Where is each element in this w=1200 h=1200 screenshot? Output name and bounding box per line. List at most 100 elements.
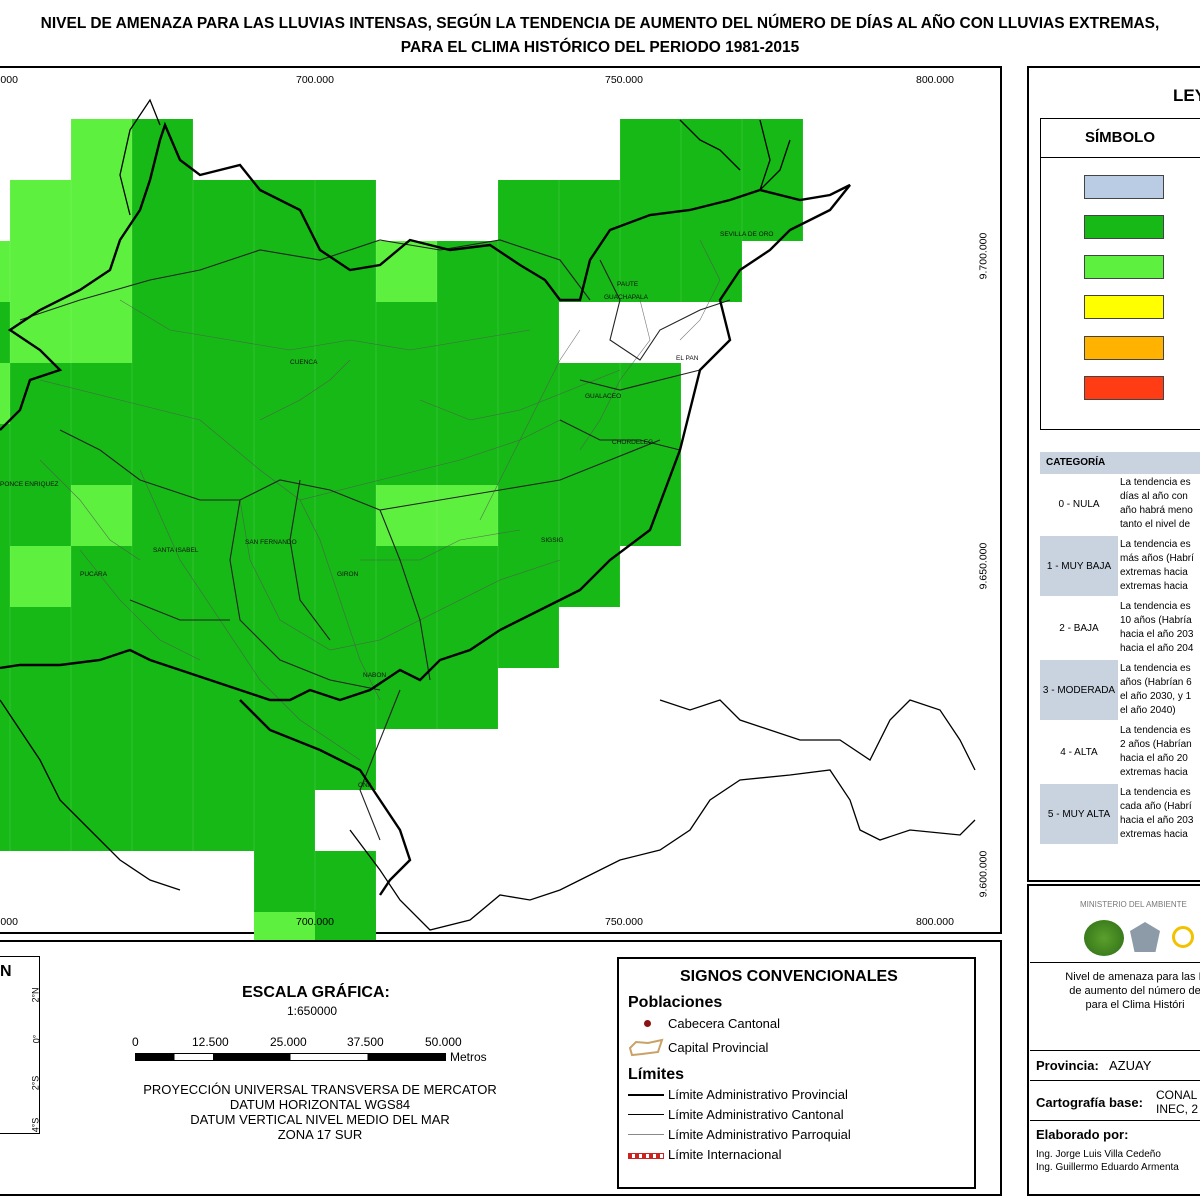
threat-cell — [0, 668, 10, 729]
threat-cell — [376, 546, 437, 607]
threat-cell — [559, 363, 620, 424]
projection-line-2: DATUM HORIZONTAL WGS84 — [229, 1097, 411, 1112]
inset-title: N — [0, 963, 12, 980]
threat-cell — [498, 241, 559, 302]
threat-cell — [10, 241, 71, 302]
threat-cell — [71, 607, 132, 668]
category-description: La tendencia es 10 años (Habría hacia el a… — [1118, 600, 1200, 656]
place-label: SIGSIG — [541, 537, 563, 544]
swatch-alta — [1084, 336, 1164, 360]
category-name: 3 - MODERADA — [1040, 660, 1118, 720]
place-label: NABON — [363, 672, 386, 679]
place-label: SAN FERNANDO — [245, 539, 297, 546]
threat-cell — [498, 424, 559, 485]
threat-cell — [132, 546, 193, 607]
category-description-line: La tendencia es — [1120, 601, 1191, 612]
title-line-1: NIVEL DE AMENAZA PARA LAS LLUVIAS INTENS… — [40, 15, 1160, 32]
cartografia-value: CONAL INEC, 2 — [1156, 1088, 1198, 1116]
scale-bar — [135, 1053, 446, 1061]
symbol-header-label: SÍMBOLO — [1085, 129, 1155, 146]
threat-cell — [437, 546, 498, 607]
threat-cell — [193, 790, 254, 851]
map-canvas[interactable]: SEVILLA DE ORO PAUTE GUACHAPALA EL PAN CUENC… — [0, 0, 1000, 940]
threat-cell — [620, 119, 681, 180]
threat-cell — [132, 790, 193, 851]
category-name: 4 - ALTA — [1040, 722, 1118, 782]
info-frame — [1027, 884, 1200, 1196]
legend-symbol-body — [1040, 158, 1200, 430]
threat-cell — [71, 485, 132, 546]
x-tick-top-800: 800.000 — [916, 74, 954, 86]
threat-cell — [193, 363, 254, 424]
threat-cell — [254, 180, 315, 241]
threat-cell — [620, 180, 681, 241]
info-divider-4 — [1030, 1120, 1200, 1121]
signos-title: SIGNOS CONVENCIONALES — [680, 968, 898, 985]
threat-cell — [681, 119, 742, 180]
threat-cell — [498, 607, 559, 668]
threat-cell — [193, 546, 254, 607]
projection-line-4: ZONA 17 SUR — [277, 1127, 363, 1142]
threat-cell — [559, 424, 620, 485]
threat-cell — [132, 180, 193, 241]
info-divider-1 — [1030, 962, 1200, 963]
category-description-line: La tendencia es — [1120, 539, 1191, 550]
threat-cell — [71, 729, 132, 790]
author-1: Ing. Jorge Luis Villa Cedeño — [1036, 1149, 1161, 1160]
threat-cell — [193, 180, 254, 241]
parroquial-line-icon — [628, 1134, 664, 1135]
grid-lines — [9, 119, 865, 910]
threat-cell — [71, 302, 132, 363]
threat-cell — [0, 790, 10, 851]
inset-map — [0, 956, 40, 1134]
threat-cell — [315, 424, 376, 485]
place-label: SANTA ISABEL — [153, 547, 199, 554]
tree-logo-icon — [1084, 920, 1124, 956]
x-tick-bottom-800: 800.000 — [916, 916, 954, 928]
scale-title: ESCALA GRÁFICA: — [242, 984, 390, 1001]
poblaciones-heading: Poblaciones — [628, 994, 723, 1011]
category-name: 1 - MUY BAJA — [1040, 536, 1118, 596]
threat-cell — [498, 302, 559, 363]
threat-cell — [254, 485, 315, 546]
gobierno-logo-icon — [1172, 926, 1194, 948]
category-description-line: La tendencia es — [1120, 725, 1191, 736]
description-line-2: de aumento del número de — [1069, 985, 1200, 997]
threat-cell — [254, 851, 315, 912]
threat-cell — [0, 485, 10, 546]
category-description-line: años (Habrían 6 — [1120, 677, 1192, 688]
scale-unit: Metros — [450, 1050, 487, 1064]
cartografia-line-2: INEC, 2 — [1156, 1102, 1199, 1116]
category-name: 5 - MUY ALTA — [1040, 784, 1118, 844]
provincial-label: Límite Administrativo Provincial — [668, 1087, 848, 1102]
inset-lat-0: 0° — [31, 1034, 42, 1044]
provincia-value: AZUAY — [1109, 1058, 1152, 1073]
threat-cell — [10, 363, 71, 424]
threat-cell — [254, 607, 315, 668]
capital-label: Capital Provincial — [668, 1040, 769, 1055]
threat-cell — [132, 363, 193, 424]
threat-cell — [437, 363, 498, 424]
threat-cell — [315, 485, 376, 546]
threat-cell — [254, 912, 315, 940]
cantonal-line-icon — [628, 1114, 664, 1115]
elaborado-label: Elaborado por: — [1036, 1127, 1129, 1142]
threat-cell — [315, 302, 376, 363]
neighbour-outline — [0, 98, 976, 931]
threat-cell — [10, 180, 71, 241]
threat-cell — [71, 119, 132, 180]
scale-label-12500: 12.500 — [192, 1035, 229, 1049]
cabecera-dot-icon — [644, 1020, 651, 1027]
category-description-line: cada año (Habrí — [1120, 801, 1192, 812]
parroquial-boundaries — [39, 239, 721, 761]
inset-lat-2s: 2°S — [30, 1075, 41, 1091]
category-description-line: hacia el año 20 — [1120, 753, 1188, 764]
legend-symbol-header: SÍMBOLO — [1040, 118, 1200, 158]
x-tick-top-650: 650.000 — [0, 74, 18, 86]
x-tick-top-750: 750.000 — [605, 74, 643, 86]
category-description-line: 10 años (Habría — [1120, 615, 1192, 626]
category-description: La tendencia es cada año (Habrí hacia el a… — [1118, 786, 1200, 842]
threat-cell — [132, 424, 193, 485]
threat-cell — [437, 241, 498, 302]
category-description-line: La tendencia es — [1120, 663, 1191, 674]
